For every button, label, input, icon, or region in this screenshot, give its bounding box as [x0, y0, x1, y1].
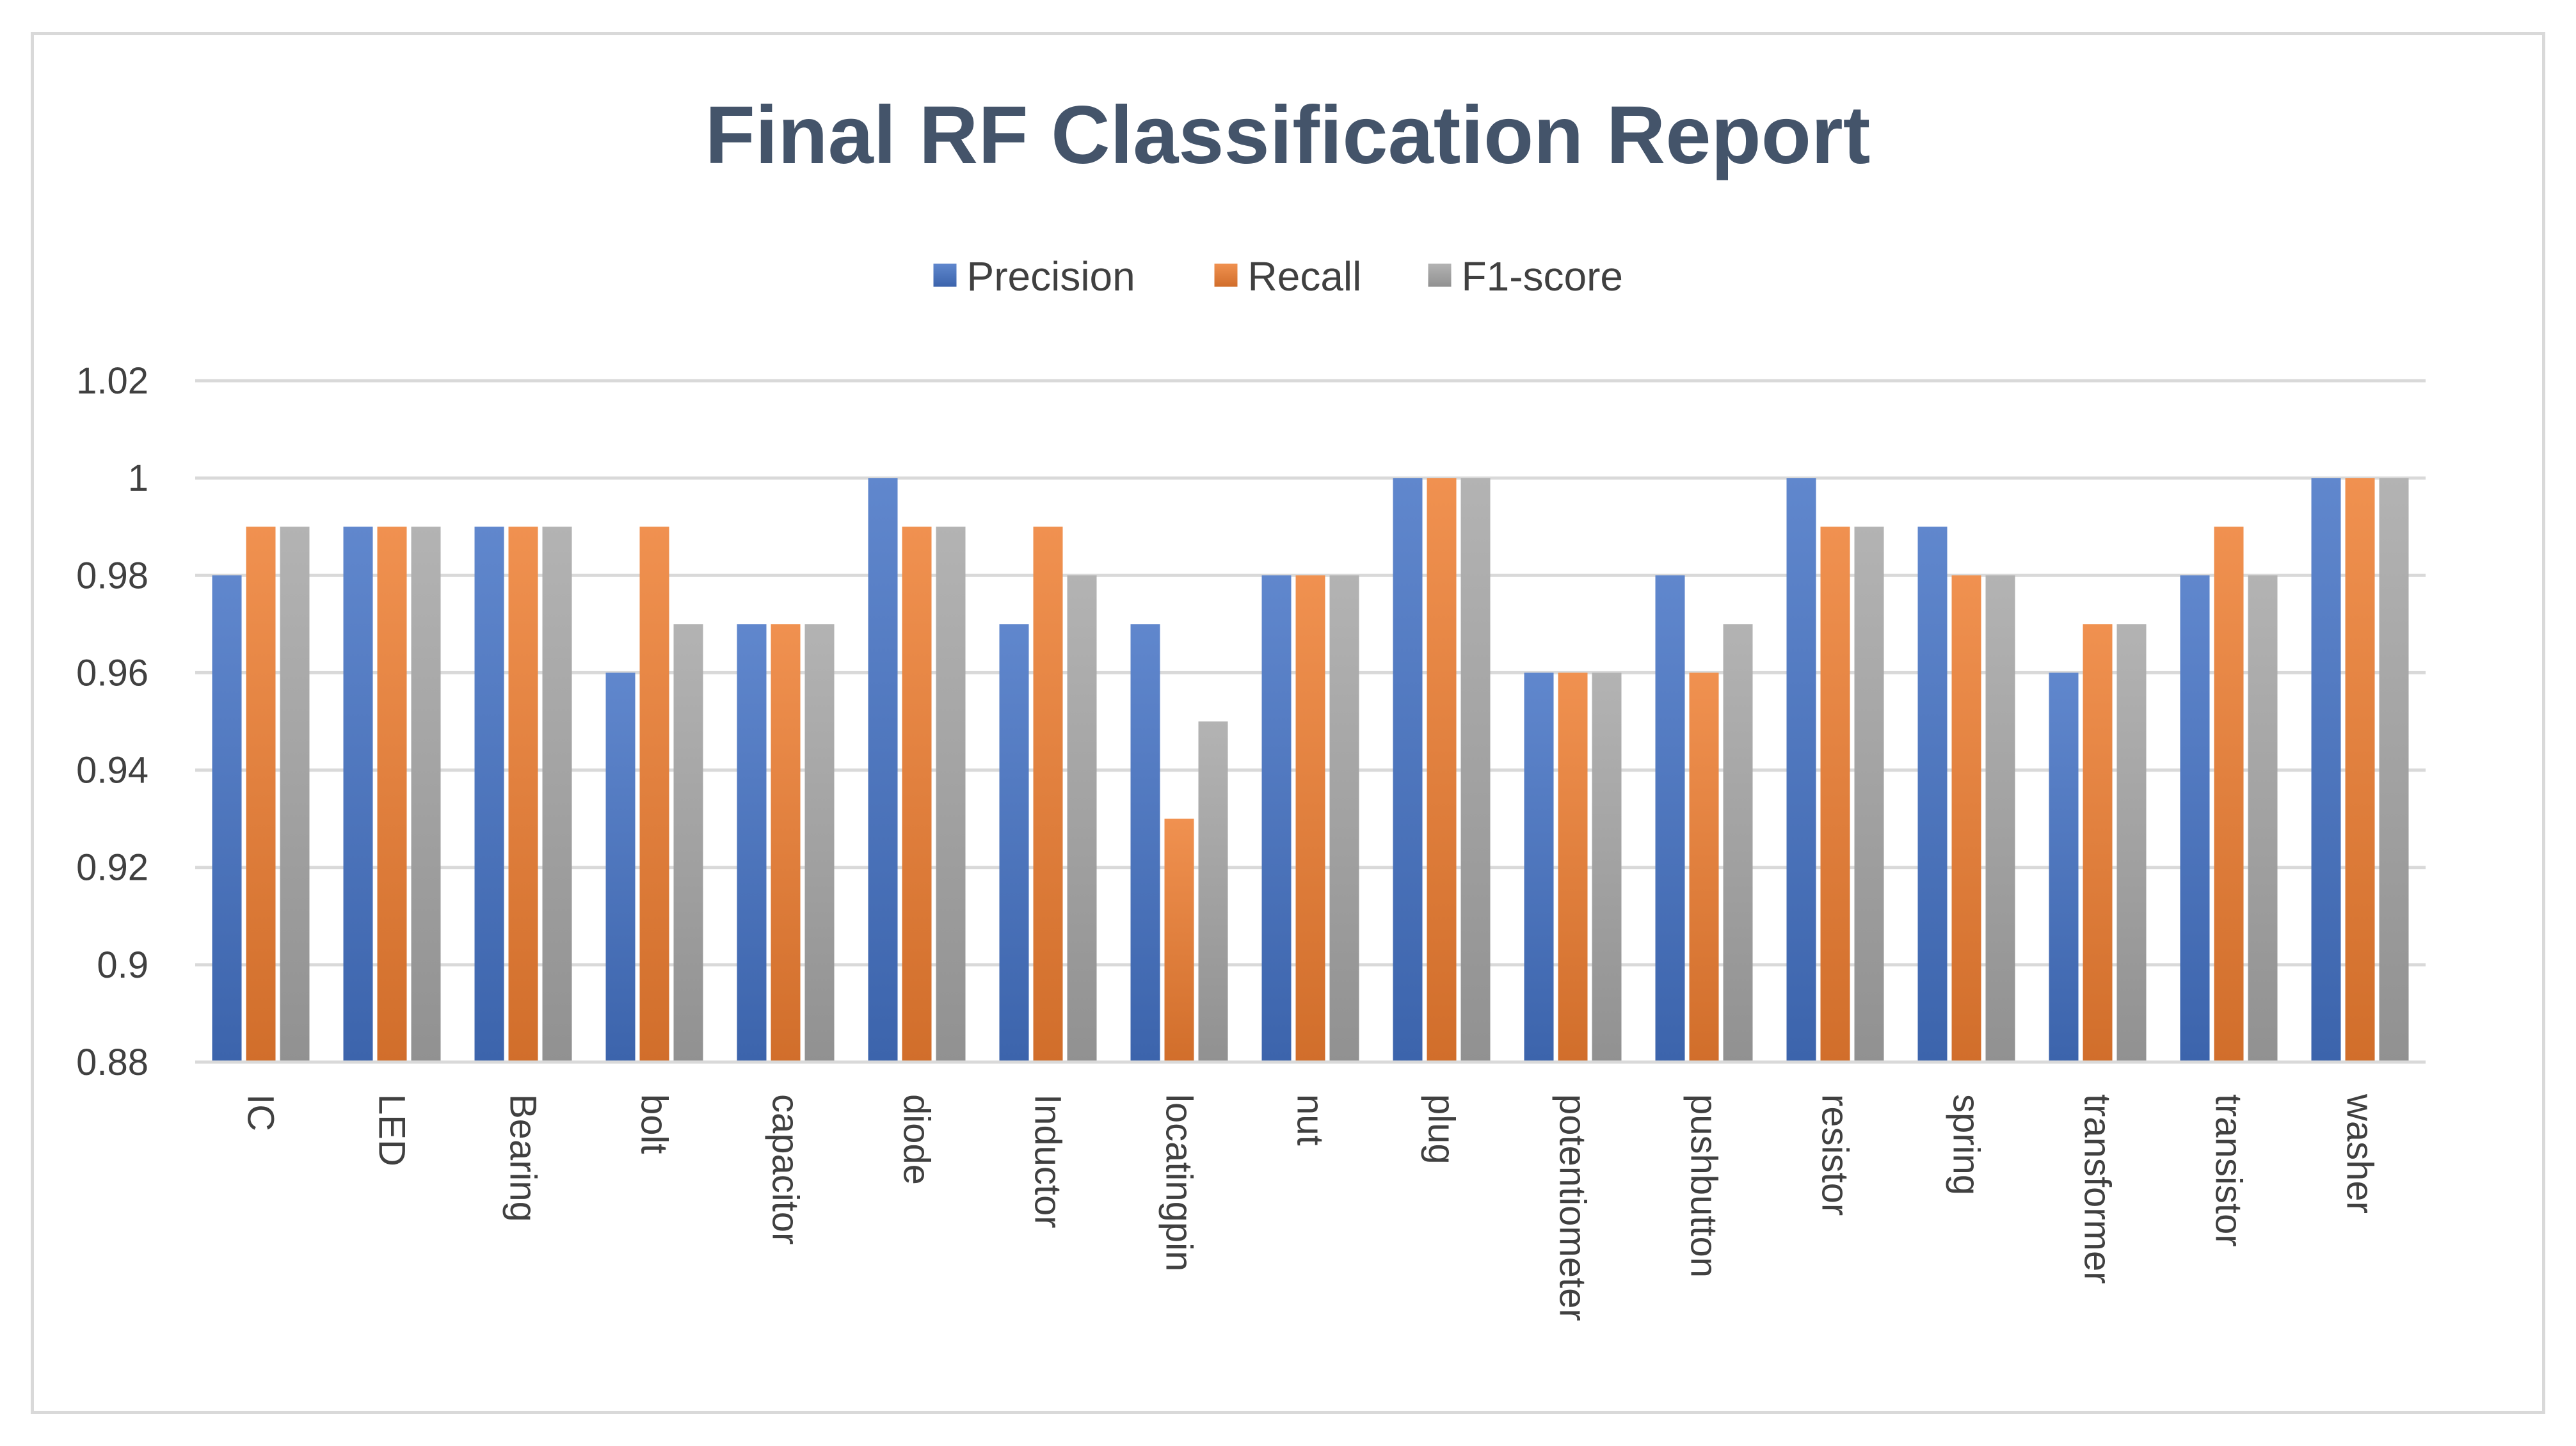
bar-f1-score-transistor [2248, 575, 2278, 1062]
x-axis: IC LED Bearing bolt capacitor diode Inductor lo… [195, 1060, 2426, 1321]
legend-swatch-f1-score [1428, 264, 1452, 287]
bar-recall-ic [246, 527, 276, 1062]
legend: Precision Recall F1-score [933, 253, 1624, 299]
bar-precision-capacitor [737, 624, 767, 1062]
bar-precision-led [343, 527, 373, 1062]
legend-swatch-precision [933, 264, 957, 287]
x-tick-label-resistor: resistor [1814, 1094, 1856, 1216]
x-tick-label-inductor: Inductor [1027, 1094, 1069, 1228]
bar-f1-score-locatingpin [1198, 721, 1228, 1062]
bar-recall-diode [902, 527, 932, 1062]
bar-recall-plug [1427, 478, 1457, 1062]
x-tick-label-nut: nut [1290, 1094, 1331, 1146]
y-tick-label-0-96: 0.96 [76, 652, 148, 694]
x-tick-label-pushbutton: pushbutton [1683, 1094, 1725, 1278]
x-tick-label-led: LED [371, 1094, 413, 1166]
bar-recall-inductor [1033, 527, 1063, 1062]
y-tick-label-0-98: 0.98 [76, 555, 148, 596]
y-tick-label-0-92: 0.92 [76, 847, 148, 889]
bar-recall-spring [1951, 575, 1981, 1062]
bars [212, 478, 2409, 1062]
x-tick-label-washer: washer [2339, 1093, 2381, 1214]
bar-precision-inductor [999, 624, 1029, 1062]
bar-precision-bearing [474, 527, 504, 1062]
bar-precision-washer [2311, 478, 2341, 1062]
bar-recall-locatingpin [1164, 818, 1194, 1062]
bar-precision-resistor [1786, 478, 1816, 1062]
legend-label-recall: Recall [1248, 253, 1362, 299]
bar-recall-transistor [2214, 527, 2244, 1062]
bar-f1-score-nut [1329, 575, 1359, 1062]
bar-precision-locatingpin [1130, 624, 1160, 1062]
bar-f1-score-capacitor [804, 624, 835, 1062]
bar-recall-capacitor [771, 624, 801, 1062]
x-tick-label-capacitor: capacitor [765, 1094, 806, 1244]
y-axis: 1.02 1 0.98 0.96 0.94 0.92 0.9 0.88 [76, 360, 148, 1083]
legend-swatch-recall [1214, 264, 1238, 287]
bar-recall-resistor [1820, 527, 1850, 1062]
bar-f1-score-spring [1985, 575, 2015, 1062]
chart-title: Final RF Classification Report [705, 90, 1871, 181]
bar-f1-score-inductor [1067, 575, 1097, 1062]
bar-precision-spring [1917, 527, 1948, 1062]
bar-f1-score-bolt [673, 624, 703, 1062]
bar-precision-nut [1261, 575, 1292, 1062]
bar-recall-bearing [508, 527, 538, 1062]
x-tick-label-bolt: bolt [634, 1094, 675, 1154]
x-tick-label-bearing: Bearing [502, 1094, 544, 1222]
bar-recall-transformer [2083, 624, 2113, 1062]
legend-label-f1-score: F1-score [1462, 253, 1624, 299]
bar-f1-score-transformer [2116, 624, 2147, 1062]
bar-precision-plug [1393, 478, 1423, 1062]
bar-recall-nut [1295, 575, 1325, 1062]
bar-precision-ic [212, 575, 242, 1062]
bar-precision-pushbutton [1655, 575, 1685, 1062]
bar-f1-score-potentiometer [1592, 672, 1622, 1062]
y-tick-label-1-02: 1.02 [76, 360, 148, 402]
bar-recall-bolt [639, 527, 669, 1062]
bar-precision-transformer [2049, 672, 2079, 1062]
bar-f1-score-bearing [542, 527, 572, 1062]
bar-recall-led [377, 527, 407, 1062]
bar-f1-score-diode [936, 527, 966, 1062]
bar-precision-diode [868, 478, 898, 1062]
legend-label-precision: Precision [967, 253, 1135, 299]
x-tick-label-ic: IC [240, 1094, 282, 1131]
x-tick-label-transistor: transistor [2208, 1094, 2250, 1247]
bar-f1-score-resistor [1854, 527, 1884, 1062]
bar-recall-washer [2345, 478, 2375, 1062]
bar-f1-score-led [411, 527, 441, 1062]
bar-f1-score-plug [1460, 478, 1491, 1062]
x-tick-label-locatingpin: locatingpin [1158, 1094, 1200, 1271]
bar-f1-score-ic [280, 527, 310, 1062]
bar-recall-potentiometer [1558, 672, 1588, 1062]
x-tick-label-transformer: transformer [2077, 1094, 2118, 1284]
bar-f1-score-washer [2379, 478, 2409, 1062]
y-tick-label-0-9: 0.9 [97, 944, 148, 986]
x-tick-label-potentiometer: potentiometer [1552, 1094, 1594, 1321]
x-tick-label-spring: spring [1946, 1094, 1987, 1195]
bar-precision-transistor [2180, 575, 2210, 1062]
x-tick-label-diode: diode [896, 1094, 938, 1185]
bar-f1-score-pushbutton [1723, 624, 1753, 1062]
bar-recall-pushbutton [1689, 672, 1719, 1062]
bar-precision-potentiometer [1524, 672, 1554, 1062]
y-tick-label-0-88: 0.88 [76, 1042, 148, 1083]
bar-precision-bolt [605, 672, 636, 1062]
x-tick-label-plug: plug [1421, 1094, 1462, 1164]
y-tick-label-0-94: 0.94 [76, 750, 148, 791]
y-tick-label-1: 1 [128, 457, 148, 499]
